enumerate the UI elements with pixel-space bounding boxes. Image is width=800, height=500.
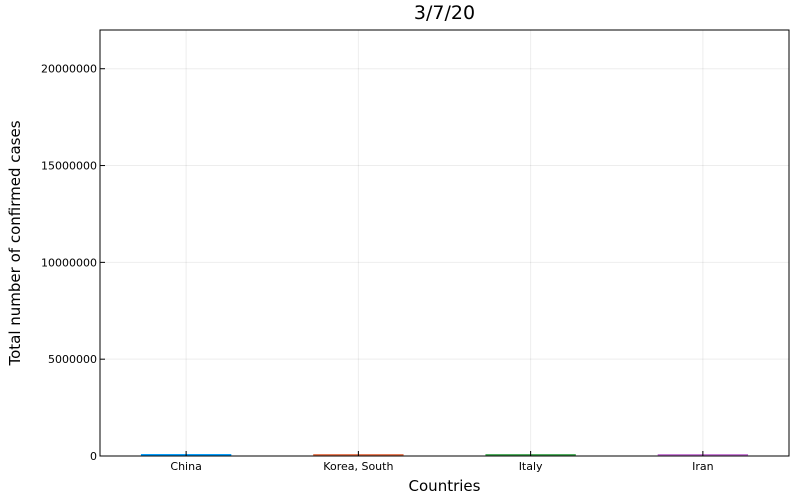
grid-layer xyxy=(100,30,789,457)
x-tick-label: China xyxy=(170,460,201,473)
chart-title: 3/7/20 xyxy=(414,2,475,24)
x-axis-label: Countries xyxy=(409,477,481,495)
x-tick-label: Italy xyxy=(519,460,543,473)
y-tick-label: 5000000 xyxy=(48,353,97,366)
y-axis-label: Total number of confirmed cases xyxy=(6,120,24,366)
y-axis-ticks: 0 5000000 10000000 15000000 20000000 xyxy=(41,63,105,463)
y-tick-label: 10000000 xyxy=(41,256,97,269)
y-tick-label: 20000000 xyxy=(41,63,97,76)
plot-frame xyxy=(99,29,790,457)
x-tick-label: Korea, South xyxy=(323,460,393,473)
y-tick-label: 15000000 xyxy=(41,160,97,173)
x-axis-ticks: China Korea, South Italy Iran xyxy=(170,451,714,473)
y-tick-label: 0 xyxy=(90,450,97,463)
x-tick-label: Iran xyxy=(692,460,714,473)
